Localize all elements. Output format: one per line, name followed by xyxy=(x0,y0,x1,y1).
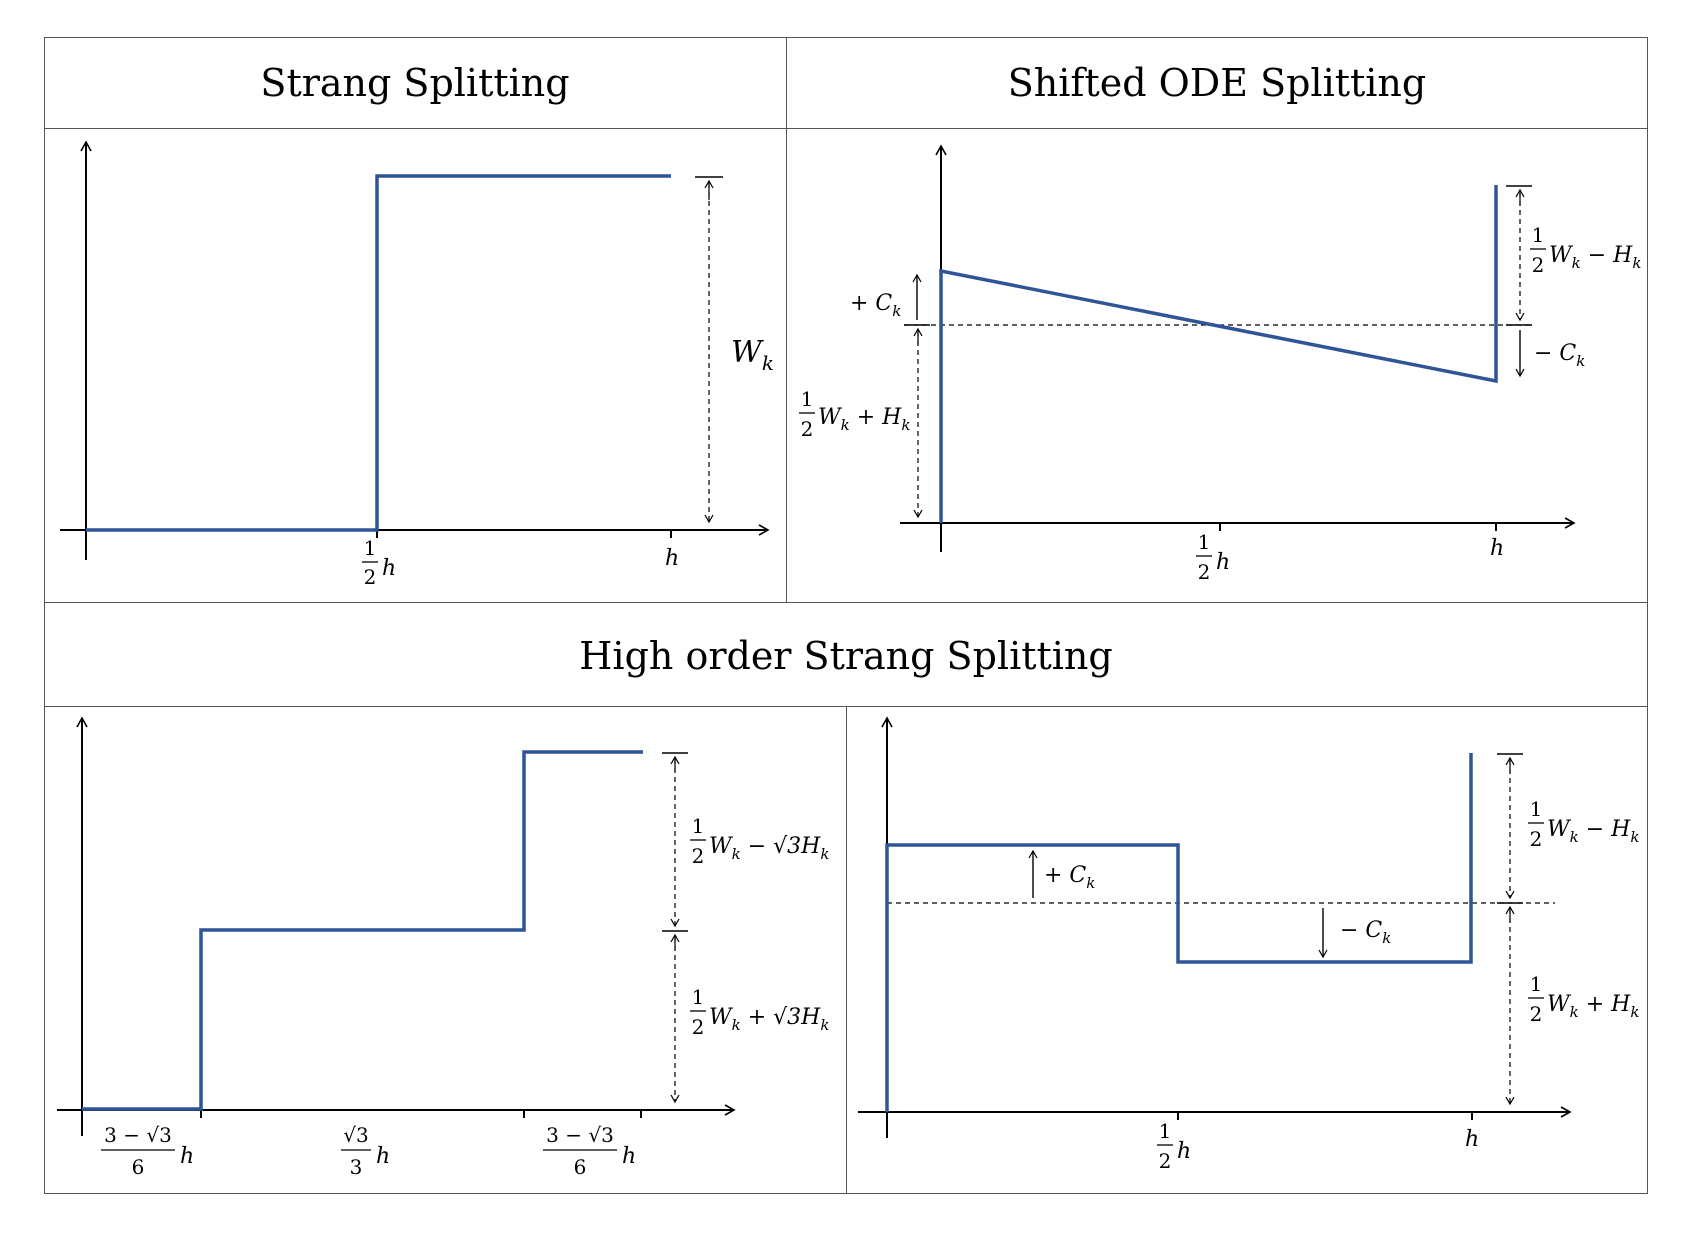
label-half-h: h xyxy=(1216,550,1230,575)
step-curve xyxy=(86,174,671,532)
label-t3-den: 6 xyxy=(574,1155,587,1179)
label-top-expr: Wk − Hk xyxy=(1547,817,1639,846)
panel-shifted-ode-splitting: + Ck 1 2 Wk + Hk − Ck 1 2 Wk − Hk 1 2 h … xyxy=(799,144,1641,584)
sawtooth-curve xyxy=(939,185,1498,523)
label-low-expr: Wk + Hk xyxy=(1547,992,1639,1021)
label-half-num: 1 xyxy=(1198,530,1211,554)
label-top-num: 1 xyxy=(1530,797,1543,821)
label-t2-num: √3 xyxy=(343,1123,368,1147)
label-top-den: 2 xyxy=(1530,827,1543,851)
label-top-den: 2 xyxy=(692,844,705,868)
panel-strang-splitting: Wk 1 2 h h xyxy=(60,140,774,589)
title-shifted-ode-splitting: Shifted ODE Splitting xyxy=(1007,61,1427,105)
label-h: h xyxy=(1490,536,1504,561)
label-top-den: 2 xyxy=(1532,253,1545,277)
label-t3-h: h xyxy=(622,1144,636,1169)
label-half-h: h xyxy=(382,556,396,581)
col-divider-top xyxy=(786,37,787,602)
label-t1-num: 3 − √3 xyxy=(104,1123,172,1147)
label-half-h: h xyxy=(1177,1139,1191,1164)
label-h: h xyxy=(665,546,679,571)
row-divider-1 xyxy=(44,128,1648,129)
label-top-num: 1 xyxy=(692,814,705,838)
label-wk: Wk xyxy=(731,335,774,375)
label-t3-num: 3 − √3 xyxy=(546,1123,614,1147)
label-plus-ck: + Ck xyxy=(1044,863,1095,892)
label-half-den: 2 xyxy=(1159,1149,1172,1173)
panel-high-order-shifted: + Ck − Ck 1 2 Wk − Hk 1 2 Wk + Hk 1 2 h … xyxy=(858,716,1639,1173)
shifted-step-curve xyxy=(885,753,1473,1112)
label-low-den: 2 xyxy=(801,417,814,441)
label-half-den: 2 xyxy=(364,565,377,589)
col-divider-bottom xyxy=(846,706,847,1194)
label-low-den: 2 xyxy=(692,1015,705,1039)
label-low-expr: Wk + √3Hk xyxy=(709,1005,829,1034)
label-top-expr: Wk − Hk xyxy=(1549,243,1641,272)
label-plus-ck: + Ck xyxy=(850,291,901,320)
label-minus-ck: − Ck xyxy=(1534,341,1585,370)
label-half-num: 1 xyxy=(364,536,377,560)
label-t1-den: 6 xyxy=(132,1155,145,1179)
label-top-num: 1 xyxy=(1532,223,1545,247)
label-h: h xyxy=(1465,1127,1479,1152)
title-strang-splitting: Strang Splitting xyxy=(260,61,570,105)
label-t2-den: 3 xyxy=(350,1155,363,1179)
label-half-num: 1 xyxy=(1159,1119,1172,1143)
label-low-den: 2 xyxy=(1530,1002,1543,1026)
title-high-order-strang-splitting: High order Strang Splitting xyxy=(579,634,1113,678)
panel-high-order-steps: 1 2 Wk − √3Hk 1 2 Wk + √3Hk 3 − √3 6 h √… xyxy=(57,716,829,1179)
label-top-expr: Wk − √3Hk xyxy=(709,834,829,863)
label-low-num: 1 xyxy=(801,387,814,411)
label-t2-h: h xyxy=(376,1144,390,1169)
three-step-curve xyxy=(82,750,643,1111)
label-t1-h: h xyxy=(180,1144,194,1169)
label-low-expr: Wk + Hk xyxy=(818,405,910,434)
label-minus-ck: − Ck xyxy=(1340,918,1391,947)
label-half-den: 2 xyxy=(1198,560,1211,584)
row-divider-2 xyxy=(44,602,1648,603)
label-low-num: 1 xyxy=(692,985,705,1009)
label-low-num: 1 xyxy=(1530,972,1543,996)
